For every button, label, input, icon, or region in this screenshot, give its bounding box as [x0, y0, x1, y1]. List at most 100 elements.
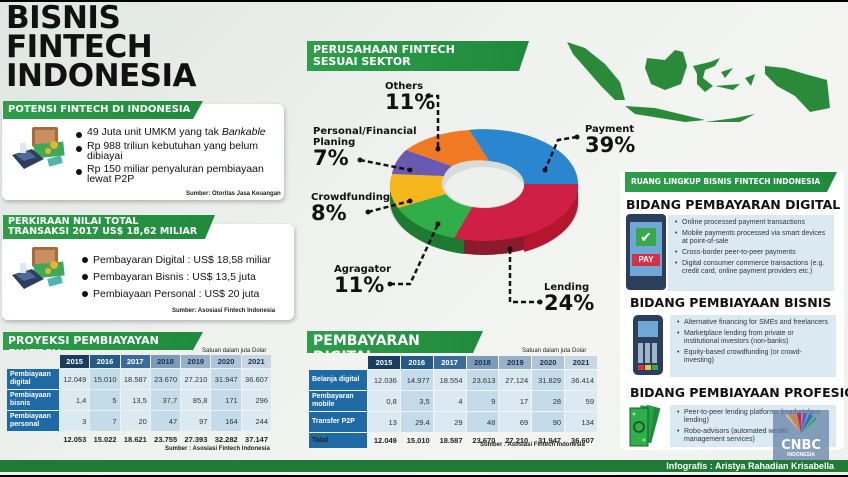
table-cell: 13 — [368, 412, 400, 432]
column-header: 2021 — [565, 356, 597, 369]
table-cell: 36.607 — [571, 436, 594, 445]
indonesia-map-icon — [565, 38, 835, 134]
column-header: 2019 — [499, 356, 532, 369]
proyeksi-unit-note: Satuan dalam juta Dolar — [202, 348, 267, 354]
proyeksi-table: 2015 2016 2017 2018 2019 2020 2021 Pembi… — [6, 354, 272, 448]
table-cell: 31.947 — [211, 369, 241, 389]
table-row: Pembiayaan digital 12.049 15.010 18.587 … — [7, 369, 271, 389]
table-cell: 29.4 — [400, 412, 433, 432]
table-cell: 0,8 — [368, 391, 400, 411]
column-header: 2016 — [400, 356, 433, 369]
pie-label-name: Lending — [544, 282, 590, 293]
pie-label-pct: 11% — [334, 273, 385, 297]
table-cell: 3,5 — [400, 391, 433, 411]
column-header: 2015 — [368, 356, 400, 369]
table-cell: 20 — [120, 411, 150, 431]
table-row: Transfer P2P 13 29.4 29 48 69 90 134 — [309, 412, 597, 432]
row-label: Pembiayaan digital — [7, 369, 59, 389]
pie-label-pct: 39% — [585, 133, 636, 157]
table-cell: 48 — [466, 412, 499, 432]
table-cell: 37,7 — [150, 390, 181, 410]
bidang-item: Cross-border peer-to-peer payments — [674, 249, 828, 257]
perkiraan-item: Pembiayaan Personal : US$ 20 juta — [82, 286, 292, 303]
cash-bills-icon — [626, 402, 666, 450]
table-cell: 59 — [565, 391, 597, 411]
title-line-1: BISNIS — [6, 2, 121, 36]
pay-label: PAY — [632, 254, 660, 266]
potensi-item: 49 Juta unit UMKM yang tak Bankable — [76, 127, 281, 138]
pie-label-payment: Payment 39% — [585, 124, 635, 156]
table-cell: 27.210 — [181, 369, 211, 389]
bidang-pembayaran-box: Online processed payment transactions Mo… — [668, 215, 834, 291]
table-cell: 29 — [433, 412, 466, 432]
pembayaran-table: 2015 2016 2017 2018 2019 2020 2021 Belan… — [308, 355, 598, 449]
perkiraan-source: Sumber: Asosiasi Fintech Indonesia — [172, 308, 276, 314]
perkiraan-header: PERKIRAAN NILAI TOTAL TRANSAKSI 2017 US$… — [3, 215, 215, 239]
pie-label-name: Crowdfunding — [311, 192, 390, 203]
table-cell: 23.670 — [472, 436, 496, 445]
perkiraan-item: Pembayaran Bisnis : US$ 13,5 juta — [82, 269, 292, 286]
table-cell: 17 — [499, 391, 532, 411]
bidang-item: Alternative financing for SMEs and freel… — [676, 319, 830, 327]
bidang-bisnis-box: Alternative financing for SMEs and freel… — [670, 315, 836, 377]
table-cell: 28 — [532, 391, 565, 411]
pie-label-agragator: Agragator 11% — [334, 264, 391, 296]
table-cell: 90 — [532, 412, 565, 432]
row-label: Pembayaran mobile — [309, 391, 367, 411]
main-title: BISNIS FINTECH INDONESIA — [6, 2, 197, 92]
card-terminal-icon — [633, 315, 663, 375]
pie-label-name: Payment — [585, 124, 635, 135]
row-label: Transfer P2P — [309, 412, 367, 432]
column-header: 2020 — [532, 356, 565, 369]
potensi-item-text: Rp 150 miliar penyaluran pembiayaan lewa… — [87, 163, 264, 185]
table-cell: 134 — [565, 412, 597, 432]
column-header: 2017 — [433, 356, 466, 369]
pie-label-name: Others — [385, 81, 424, 92]
perkiraan-header-line-2: TRANSAKSI 2017 US$ 18,62 MILIAR — [8, 226, 198, 237]
table-cell: 18.587 — [120, 369, 150, 389]
bidang-item: Marketplace lending from private or inst… — [676, 330, 830, 346]
perkiraan-item: Pembayaran Digital : US$ 18,58 miliar — [82, 252, 292, 269]
table-cell: 1,4 — [60, 390, 90, 410]
table-cell: 7 — [90, 411, 120, 431]
check-icon: ✔ — [636, 228, 656, 246]
table-cell: 31.829 — [532, 370, 565, 390]
wallet-terminal-icon — [10, 245, 72, 295]
row-label: Pembiayaan personal — [7, 411, 59, 431]
column-header: 2018 — [466, 356, 499, 369]
table-cell: 23.670 — [150, 369, 181, 389]
row-label: Pembiayaan bisnis — [7, 390, 59, 410]
potensi-item-text: Rp 988 triliun kebutuhan yang belum dibi… — [87, 140, 259, 162]
column-header: 2019 — [181, 355, 211, 368]
footer-credit: Infografis : Aristya Rahadian Krisabella — [666, 461, 834, 471]
pie-label-pct: 11% — [385, 90, 436, 114]
potensi-source: Sumber: Otoritas Jasa Keuangan — [186, 191, 281, 197]
table-cell: 4 — [433, 391, 466, 411]
perkiraan-header-line-1: PERKIRAAN NILAI TOTAL — [8, 216, 139, 227]
column-header: 2020 — [211, 355, 241, 368]
table-cell: 31.947 — [538, 436, 562, 445]
table-row: Pembiayaan personal 3 7 20 47 97 164 244 — [7, 411, 271, 431]
pie-label-pct: 7% — [313, 146, 349, 170]
table-cell: 12.049 — [60, 369, 90, 389]
pie-label-crowdfunding: Crowdfunding 8% — [311, 192, 390, 224]
table-cell: 12.053 — [63, 435, 87, 444]
bidang-pembayaran-title: BIDANG PEMBAYARAN DIGITAL — [626, 197, 841, 212]
table-cell: 36.414 — [565, 370, 597, 390]
pie-label-others: Others 11% — [385, 81, 435, 113]
table-cell: 23.613 — [466, 370, 499, 390]
table-row: Pembiayaan bisnis 1,4 5 13,5 37,7 85,8 1… — [7, 390, 271, 410]
bidang-item: Equity-based crowdfunding (or crowd-inve… — [676, 349, 830, 365]
table-cell: 5 — [90, 390, 120, 410]
perkiraan-list: Pembayaran Digital : US$ 18,58 miliar Pe… — [82, 252, 292, 303]
logo-subtitle: INDONESIA — [787, 452, 815, 458]
sektor-header: PERUSAHAAN FINTECH SESUAI SEKTOR — [307, 41, 529, 71]
logo-name: CNBC — [781, 438, 821, 453]
table-cell: 23.755 — [154, 435, 178, 444]
ruang-header: RUANG LINGKUP BISNIS FINTECH INDONESIA — [625, 172, 837, 192]
row-label: Belanja digital — [309, 370, 367, 390]
table-cell: 14.977 — [400, 370, 433, 390]
table-cell: 36.607 — [241, 369, 271, 389]
